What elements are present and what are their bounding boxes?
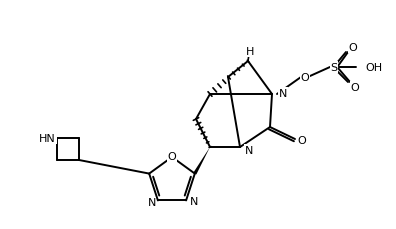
- Text: N: N: [190, 196, 198, 207]
- Text: N: N: [279, 89, 287, 98]
- Text: O: O: [350, 83, 360, 93]
- Text: O: O: [168, 151, 176, 161]
- Text: O: O: [348, 43, 357, 53]
- Text: OH: OH: [365, 63, 382, 73]
- Text: HN: HN: [39, 134, 56, 143]
- Text: O: O: [298, 135, 307, 145]
- Text: N: N: [148, 198, 156, 207]
- Text: N: N: [245, 145, 253, 155]
- Text: O: O: [301, 73, 309, 83]
- Text: H: H: [246, 47, 254, 57]
- Polygon shape: [193, 147, 210, 175]
- Text: S: S: [330, 63, 337, 73]
